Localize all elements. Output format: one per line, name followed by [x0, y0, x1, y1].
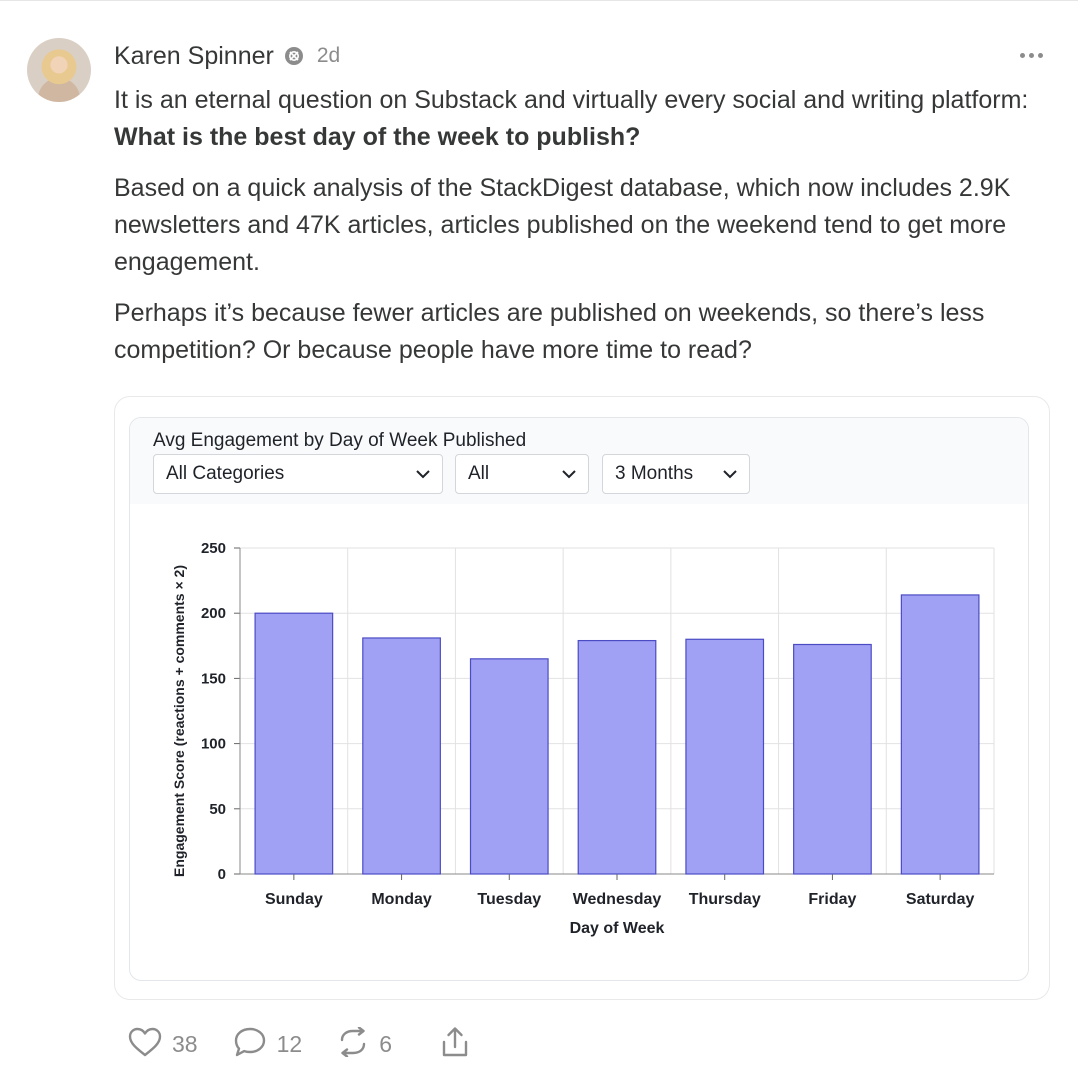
post-timestamp: 2d [316, 44, 341, 67]
comment-icon [233, 1026, 267, 1063]
bar [793, 643, 872, 875]
comment-count: 12 [276, 1030, 303, 1057]
comment-button[interactable]: 12 [233, 1026, 303, 1063]
x-tick-label: Friday [808, 891, 856, 908]
time-range-select-value: 3 Months [615, 463, 694, 484]
scope-select-value: All [468, 463, 490, 484]
x-axis-title: Day of Week [570, 920, 665, 937]
time-range-select[interactable]: 3 Months [602, 454, 750, 494]
more-options-icon[interactable] [1015, 46, 1047, 64]
chart-title: Avg Engagement by Day of Week Published [153, 430, 527, 451]
like-count: 38 [172, 1030, 198, 1057]
top-divider [0, 0, 1078, 1]
y-tick-label: 250 [201, 540, 226, 557]
x-tick-label: Wednesday [573, 891, 662, 908]
x-tick-label: Monday [371, 891, 432, 908]
paragraph-bold-text: What is the best day of the week to publ… [114, 123, 641, 151]
chevron-down-icon [416, 467, 430, 481]
like-button[interactable]: 38 [128, 1027, 198, 1062]
chevron-down-icon [562, 467, 576, 481]
chevron-down-icon [723, 467, 737, 481]
post-paragraph-3: Perhaps it’s because fewer articles are … [114, 295, 1054, 369]
y-tick-label: 0 [218, 866, 226, 883]
x-tick-label: Sunday [265, 891, 323, 908]
paragraph-text: It is an eternal question on Substack an… [114, 86, 1029, 114]
chart-panel: Avg Engagement by Day of Week Published … [129, 417, 1029, 981]
post-paragraph-2: Based on a quick analysis of the StackDi… [114, 170, 1054, 281]
bar [685, 638, 765, 875]
restack-button[interactable]: 6 [337, 1025, 392, 1062]
bar [362, 637, 441, 875]
embedded-image-card[interactable]: Avg Engagement by Day of Week Published … [114, 396, 1050, 1000]
bar [469, 658, 549, 875]
category-select-value: All Categories [166, 463, 285, 484]
restack-icon [337, 1025, 369, 1062]
category-select[interactable]: All Categories [153, 454, 443, 494]
post-body: It is an eternal question on Substack an… [114, 82, 1054, 383]
y-axis-title: Engagement Score (reactions + comments ×… [171, 565, 187, 877]
post-header: Karen Spinner 2d [114, 40, 340, 72]
y-tick-label: 100 [201, 736, 226, 753]
author-name[interactable]: Karen Spinner [114, 41, 274, 70]
post-paragraph-1: It is an eternal question on Substack an… [114, 82, 1054, 156]
restack-count: 6 [379, 1030, 392, 1057]
y-tick-label: 200 [201, 605, 226, 622]
paragraph-text: Perhaps it’s because fewer articles are … [114, 299, 985, 364]
bar [254, 612, 334, 875]
bar [577, 639, 657, 875]
post-actions: 38 12 6 [128, 1024, 470, 1064]
share-button[interactable] [440, 1026, 470, 1063]
y-tick-label: 50 [209, 801, 226, 818]
bar [900, 594, 980, 875]
x-tick-label: Thursday [689, 891, 761, 908]
share-icon [440, 1026, 470, 1063]
x-tick-label: Tuesday [477, 891, 541, 908]
paragraph-text: Based on a quick analysis of the StackDi… [114, 174, 1011, 276]
avatar[interactable] [27, 38, 91, 102]
y-tick-label: 150 [201, 670, 226, 687]
chart-header: Avg Engagement by Day of Week Published … [130, 418, 1028, 504]
verified-badge-icon [284, 46, 304, 66]
heart-icon [128, 1027, 162, 1062]
bar-chart: 0 50 100 150 200 250 Sunday Monday Tuesday Wednes… [171, 540, 995, 937]
scope-select[interactable]: All [455, 454, 589, 494]
x-tick-label: Saturday [906, 891, 975, 908]
